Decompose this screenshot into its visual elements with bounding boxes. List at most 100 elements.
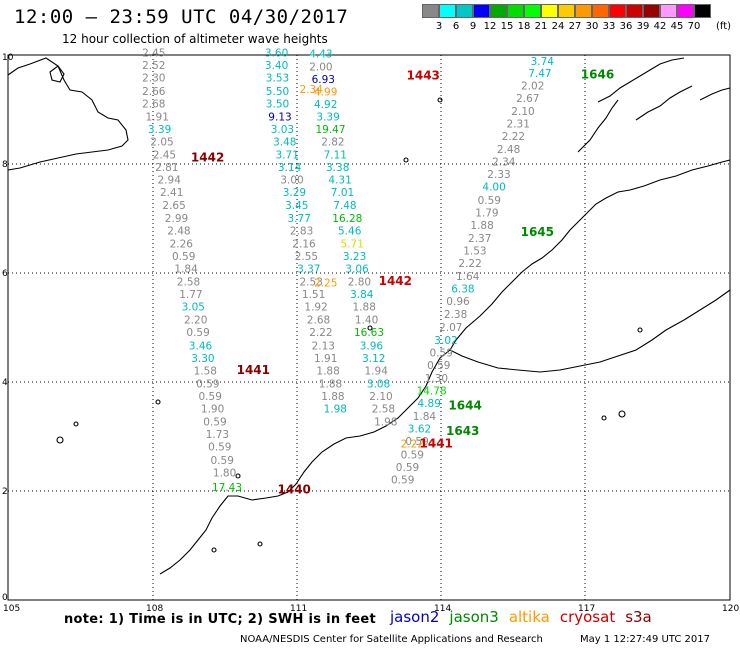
colorbar-swatch bbox=[643, 4, 660, 18]
pass-time-label: 1442 bbox=[191, 150, 224, 164]
wave-height-value: 6.93 bbox=[312, 74, 335, 86]
wave-height-value: 3.53 bbox=[266, 73, 289, 85]
wave-height-value: 17.43 bbox=[212, 482, 242, 494]
wave-height-value: 2.30 bbox=[142, 73, 165, 85]
x-tick-114: 114 bbox=[434, 604, 451, 614]
legend-cryosat: cryosat bbox=[559, 608, 616, 626]
wave-height-value: 3.06 bbox=[345, 264, 369, 276]
wave-height-value: 2.10 bbox=[511, 106, 534, 118]
wave-height-value: 0.59 bbox=[208, 442, 231, 454]
wave-height-value: 2.65 bbox=[162, 200, 185, 212]
wave-height-value: 7.47 bbox=[528, 68, 551, 80]
wave-height-value: 2.16 bbox=[292, 238, 316, 250]
x-tick-117: 117 bbox=[578, 604, 595, 614]
graticule bbox=[8, 55, 730, 600]
colorbar-swatch bbox=[592, 4, 609, 18]
wave-height-value: 3.77 bbox=[288, 213, 311, 225]
wave-height-value: 3.45 bbox=[285, 200, 308, 212]
satellite-legend: jason2 jason3 altika cryosat s3a bbox=[390, 608, 662, 626]
wave-height-value: 2.31 bbox=[507, 119, 530, 131]
pass-time-label: 1440 bbox=[278, 483, 311, 497]
wave-height-value: 5.46 bbox=[338, 225, 362, 237]
wave-height-value: 0.59 bbox=[196, 378, 219, 390]
wave-height-value: 0.59 bbox=[405, 436, 428, 448]
colorbar-swatch bbox=[626, 4, 643, 18]
colorbar-label: 33 bbox=[602, 21, 616, 32]
colorbar-label: 42 bbox=[653, 21, 667, 32]
wave-height-value: 1.98 bbox=[324, 404, 347, 416]
wave-height-value: 1.84 bbox=[174, 264, 198, 276]
x-tick-111: 111 bbox=[290, 604, 307, 614]
wave-height-value: 4.92 bbox=[314, 99, 337, 111]
pass-time-label: 1441 bbox=[237, 363, 270, 377]
y-tick-6: 6 bbox=[2, 269, 8, 279]
wave-height-value: 7.48 bbox=[333, 200, 356, 212]
wave-height-value: 3.38 bbox=[326, 162, 349, 174]
legend-s3a: s3a bbox=[625, 608, 652, 626]
colorbar-label: 24 bbox=[551, 21, 565, 32]
wave-height-value: 3.96 bbox=[360, 340, 384, 352]
wave-height-value: 2.58 bbox=[177, 277, 200, 289]
wave-height-value: 3.84 bbox=[350, 289, 374, 301]
wave-height-value: 1.94 bbox=[365, 365, 389, 377]
wave-height-value: 0.59 bbox=[430, 347, 453, 359]
wave-height-value: 3.14 bbox=[278, 162, 302, 174]
wave-height-value: 16.28 bbox=[332, 213, 362, 225]
x-tick-105: 105 bbox=[3, 604, 20, 614]
map-frame bbox=[7, 54, 731, 601]
wave-height-value: 3.39 bbox=[148, 124, 171, 136]
wave-height-value: 3.39 bbox=[316, 111, 339, 123]
colorbar-label: 3 bbox=[435, 21, 443, 32]
colorbar-label: 45 bbox=[670, 21, 684, 32]
wave-height-value: 2.41 bbox=[160, 187, 183, 199]
wave-height-value: 14.78 bbox=[417, 386, 447, 398]
wave-height-value: 3.08 bbox=[367, 378, 390, 390]
wave-height-value: 6.38 bbox=[451, 284, 474, 296]
wave-height-value: 1.58 bbox=[194, 365, 217, 377]
wave-height-value: 3.12 bbox=[362, 353, 385, 365]
wave-height-value: 3.37 bbox=[297, 264, 320, 276]
colorbar-label: 18 bbox=[517, 21, 531, 32]
pass-time-label: 1646 bbox=[581, 67, 614, 81]
colorbar-label: 15 bbox=[500, 21, 514, 32]
wave-height-value: 1.88 bbox=[319, 378, 342, 390]
wave-height-value: 3.62 bbox=[408, 424, 431, 436]
wave-height-value: 0.59 bbox=[391, 474, 414, 486]
wave-height-value: 1.88 bbox=[353, 302, 376, 314]
axis-labels: 105 108 111 114 117 120 0 2 4 6 8 10 bbox=[2, 53, 739, 614]
wave-height-value: 2.38 bbox=[444, 309, 467, 321]
wave-height-value: 1.92 bbox=[304, 302, 327, 314]
wave-height-value: 3.60 bbox=[265, 48, 288, 60]
colorbar-swatch bbox=[490, 4, 507, 18]
wave-height-value: 4.99 bbox=[314, 86, 337, 98]
wave-height-value: 0.59 bbox=[203, 417, 226, 429]
wave-height-value: 7.01 bbox=[331, 187, 354, 199]
wave-height-value: 1.53 bbox=[463, 246, 486, 258]
y-tick-2: 2 bbox=[2, 487, 8, 497]
colorbar-swatch bbox=[575, 4, 592, 18]
wave-height-value: 2.10 bbox=[369, 391, 392, 403]
wave-height-value: 2.22 bbox=[502, 131, 525, 143]
colorbar-swatch bbox=[456, 4, 473, 18]
colorbar-unit: (ft) bbox=[716, 21, 732, 32]
wave-height-value: 4.43 bbox=[309, 49, 332, 61]
colorbar-label: 39 bbox=[636, 21, 650, 32]
colorbar-swatch bbox=[609, 4, 626, 18]
wave-height-value: 0.59 bbox=[478, 195, 501, 207]
wave-height-value: 2.22 bbox=[401, 438, 424, 450]
wave-height-value: 0.96 bbox=[446, 296, 470, 308]
colorbar-label: 27 bbox=[568, 21, 582, 32]
wave-height-value: 2.68 bbox=[307, 315, 330, 327]
wave-height-value: 2.34 bbox=[300, 84, 324, 96]
wave-height-value: 1.80 bbox=[213, 467, 236, 479]
pass-time-label: 1443 bbox=[407, 69, 440, 83]
wave-height-value: 4.89 bbox=[418, 398, 441, 410]
wave-height-value: 2.22 bbox=[458, 258, 481, 270]
wave-height-value: 2.20 bbox=[184, 315, 207, 327]
colorbar-label: 70 bbox=[687, 21, 701, 32]
wave-height-value: 1.98 bbox=[374, 417, 397, 429]
note-text: note: 1) Time is in UTC; 2) SWH is in fe… bbox=[64, 612, 376, 627]
wave-height-value: 2.66 bbox=[142, 86, 166, 98]
wave-height-value: 2.82 bbox=[321, 137, 344, 149]
wave-height-value: 1.64 bbox=[456, 271, 480, 283]
